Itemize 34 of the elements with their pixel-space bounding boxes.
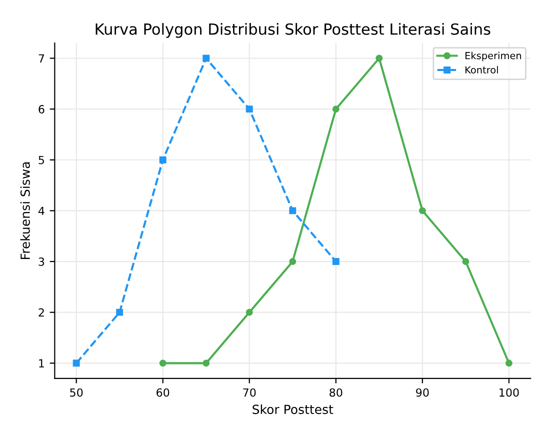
y-tick-label: 2	[38, 308, 44, 317]
y-tick-label: 4	[38, 206, 44, 215]
point	[159, 360, 166, 367]
x-tick-label: 100	[500, 388, 519, 397]
point	[116, 308, 124, 316]
point	[332, 258, 340, 265]
y-tick-label: 5	[38, 156, 44, 164]
y-axis-title: Frekuensi Siswa	[20, 162, 30, 259]
y-tick-label: 6	[38, 105, 44, 114]
point	[246, 308, 253, 316]
y-tick-label: 1	[39, 359, 44, 368]
x-tick-label: 70	[243, 388, 256, 397]
point	[202, 360, 210, 367]
y-tick-label: 3	[38, 257, 44, 266]
point	[505, 360, 512, 367]
point	[289, 207, 296, 214]
point	[462, 258, 470, 265]
y-tick-label: 7	[38, 54, 44, 62]
x-axis-title: Skor Posttest	[252, 404, 334, 414]
point	[72, 360, 80, 367]
point	[202, 54, 210, 62]
chart-title: Kurva Polygon Distribusi Skor Posttest Literasi Sains	[96, 23, 490, 38]
point	[159, 156, 166, 164]
legend-label: Kontrol	[465, 66, 498, 74]
x-tick-label: 50	[70, 388, 83, 397]
point	[246, 106, 253, 113]
x-tick-label: 90	[416, 388, 429, 397]
point	[332, 106, 340, 113]
legend-label: Eksperimen	[465, 52, 522, 62]
point	[418, 207, 426, 214]
x-tick-label: 60	[156, 388, 170, 397]
point	[289, 258, 296, 265]
x-tick-label: 80	[330, 388, 342, 397]
point	[376, 54, 383, 62]
